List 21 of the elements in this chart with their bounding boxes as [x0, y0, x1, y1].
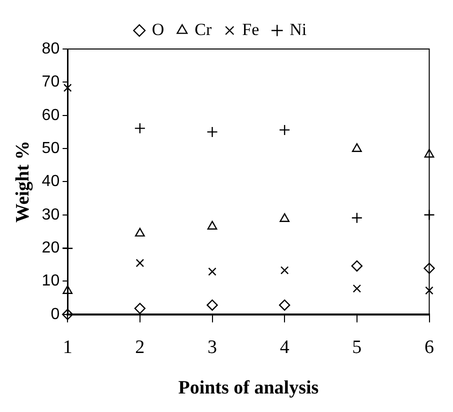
y-tick-label: 30 — [42, 206, 60, 224]
y-tick-label: 0 — [50, 306, 60, 323]
legend-label: Ni — [290, 20, 307, 39]
x-axis-title: Points of analysis — [178, 378, 319, 399]
y-tick-label: 70 — [42, 74, 60, 91]
y-tick-label: 10 — [42, 272, 60, 290]
y-tick-label: 50 — [42, 140, 60, 157]
y-tick-label: 60 — [42, 106, 60, 124]
x-tick-label: 6 — [424, 336, 434, 358]
x-tick-label: 5 — [352, 336, 362, 358]
legend-label: O — [152, 20, 164, 39]
y-axis-title: Weight % — [12, 140, 34, 223]
y-tick-label: 80 — [42, 40, 60, 58]
x-tick-label: 2 — [135, 336, 145, 358]
legend-label: Fe — [242, 20, 260, 39]
legend-label: Cr — [194, 20, 212, 39]
x-tick-label: 4 — [280, 336, 290, 358]
x-tick-label: 3 — [208, 336, 218, 358]
y-tick-label: 40 — [42, 173, 60, 190]
y-tick-label: 20 — [42, 239, 60, 256]
x-tick-label: 1 — [62, 336, 72, 358]
